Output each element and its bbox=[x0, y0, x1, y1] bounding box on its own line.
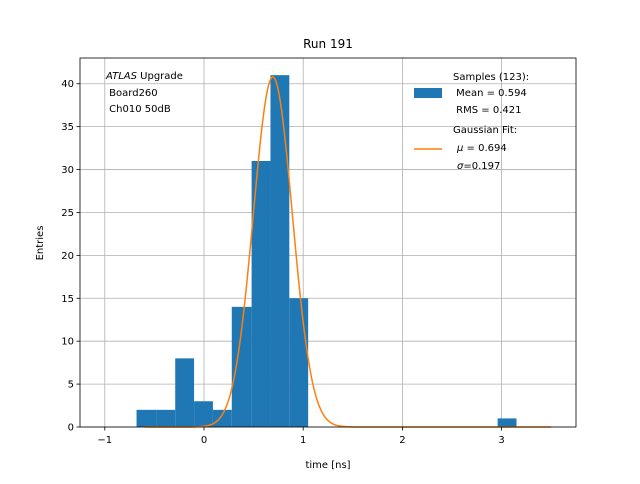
y-tick-label: 25 bbox=[61, 208, 74, 219]
histogram-bars bbox=[136, 75, 517, 428]
legend-mu-symbol: μ bbox=[456, 143, 463, 154]
histogram-bar bbox=[156, 409, 176, 427]
legend-fit-title: Gaussian Fit: bbox=[453, 125, 517, 136]
x-tick-label: 0 bbox=[201, 435, 207, 446]
y-tick-label: 0 bbox=[68, 423, 74, 434]
y-tick-label: 15 bbox=[61, 294, 74, 305]
legend-samples-title: Samples (123): bbox=[453, 72, 529, 83]
legend: Samples (123): Mean = 0.594 RMS = 0.421 … bbox=[414, 72, 529, 172]
legend-fit-sigma: σ=0.197 bbox=[457, 161, 500, 172]
x-axis-ticks: −1 0 1 2 3 bbox=[97, 427, 505, 446]
y-tick-label: 30 bbox=[61, 165, 74, 176]
histogram-bar bbox=[212, 409, 232, 427]
legend-mu-value: = 0.694 bbox=[463, 143, 506, 154]
y-tick-label: 20 bbox=[61, 251, 74, 262]
y-axis-label: Entries bbox=[35, 226, 46, 261]
histogram-bar bbox=[289, 298, 309, 427]
x-axis-label: time [ns] bbox=[305, 460, 350, 471]
histogram-bar bbox=[175, 358, 195, 427]
annotation-board: Board260 bbox=[106, 88, 158, 99]
histogram-bar bbox=[270, 75, 290, 428]
x-tick-label: 1 bbox=[300, 435, 306, 446]
x-tick-label: 3 bbox=[498, 435, 504, 446]
legend-sigma-value: =0.197 bbox=[463, 161, 500, 172]
y-tick-label: 5 bbox=[68, 380, 74, 391]
histogram-bar bbox=[231, 306, 252, 427]
legend-histogram-patch bbox=[414, 88, 442, 98]
histogram-bar bbox=[497, 418, 517, 427]
y-tick-label: 40 bbox=[61, 79, 74, 90]
legend-samples-mean: Mean = 0.594 bbox=[453, 88, 527, 99]
legend-samples-rms: RMS = 0.421 bbox=[453, 105, 521, 116]
x-tick-label: 2 bbox=[399, 435, 405, 446]
plot-frame bbox=[79, 57, 577, 428]
histogram-bar bbox=[136, 409, 157, 427]
chart-title: Run 191 bbox=[303, 37, 353, 51]
x-tick-label: −1 bbox=[97, 435, 112, 446]
grid bbox=[80, 58, 576, 428]
annotation-upgrade: Upgrade bbox=[137, 71, 183, 82]
legend-sigma-symbol: σ bbox=[457, 161, 464, 172]
y-tick-label: 35 bbox=[61, 122, 74, 133]
annotation-line-1: ATLAS Upgrade bbox=[105, 71, 183, 82]
y-axis-ticks: 0 5 10 15 20 25 30 35 40 bbox=[61, 79, 80, 434]
annotation-atlas: ATLAS bbox=[105, 71, 138, 82]
atlas-annotation: ATLAS Upgrade Board260 Ch010 50dB bbox=[105, 71, 183, 115]
y-tick-label: 10 bbox=[61, 337, 74, 348]
histogram-bar bbox=[251, 160, 271, 427]
annotation-channel: Ch010 50dB bbox=[106, 104, 171, 115]
histogram-bar bbox=[194, 401, 213, 427]
legend-fit-mu: μ = 0.694 bbox=[456, 143, 507, 154]
